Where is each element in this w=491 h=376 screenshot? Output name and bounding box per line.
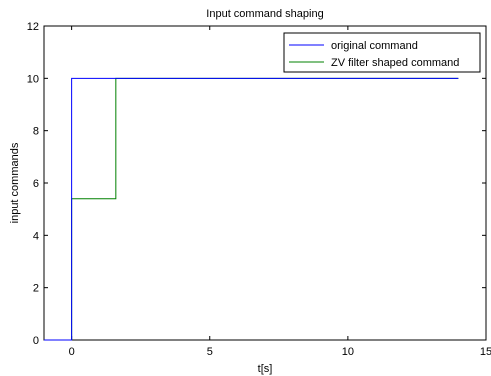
y-tick-label: 2 bbox=[33, 283, 39, 295]
x-tick-label: 10 bbox=[342, 346, 354, 358]
x-tick-label: 0 bbox=[69, 346, 75, 358]
chart-title: Input command shaping bbox=[206, 8, 323, 20]
series-line-original-command bbox=[44, 77, 459, 341]
plot-area bbox=[43, 25, 487, 341]
x-axis-label: t[s] bbox=[258, 363, 273, 375]
y-tick-label: 6 bbox=[33, 178, 39, 190]
y-tick-label: 12 bbox=[27, 21, 39, 33]
y-tick-label: 4 bbox=[33, 230, 39, 242]
x-tick-label: 5 bbox=[207, 346, 213, 358]
legend-label-zv-shaped: ZV filter shaped command bbox=[331, 57, 459, 69]
series-lines bbox=[44, 77, 459, 341]
legend: original command ZV filter shaped comman… bbox=[283, 32, 481, 73]
y-tick-label: 0 bbox=[33, 335, 39, 347]
y-tick-label: 10 bbox=[27, 73, 39, 85]
y-axis-label: input commands bbox=[9, 142, 21, 223]
legend-box bbox=[283, 32, 481, 73]
legend-label-original: original command bbox=[331, 40, 418, 52]
axis-ticks: 0 5 10 15 0 2 4 6 8 10 12 bbox=[27, 21, 491, 358]
x-tick-label: 15 bbox=[480, 346, 491, 358]
y-tick-label: 8 bbox=[33, 126, 39, 138]
